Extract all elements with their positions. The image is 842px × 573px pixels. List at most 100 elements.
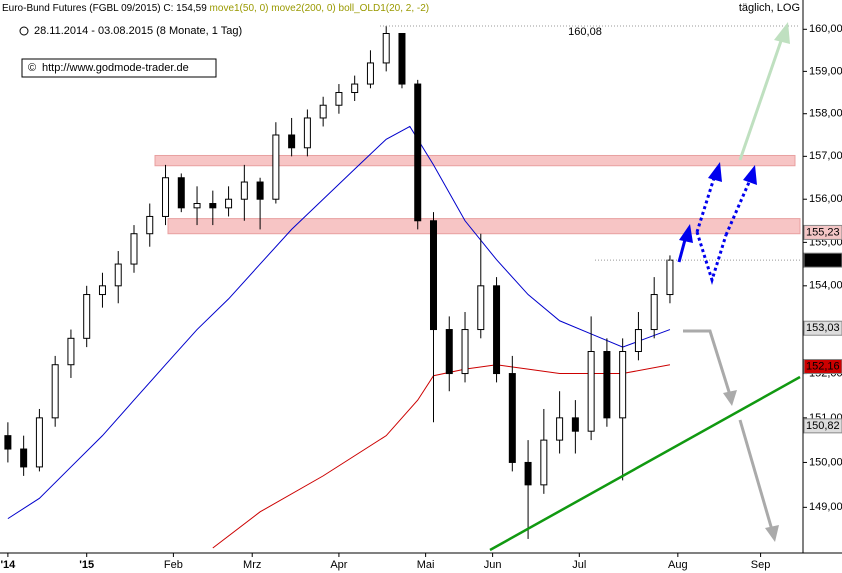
- x-tick-label: Feb: [164, 559, 183, 571]
- y-tick-label: 150,00: [809, 456, 842, 468]
- source: http://www.godmode-trader.de: [42, 62, 189, 74]
- y-tick-label: 159,00: [809, 65, 842, 77]
- candle-body: [256, 181, 264, 200]
- level-label: 153,03: [806, 322, 840, 334]
- arrowhead: [708, 162, 722, 182]
- candle-body: [225, 198, 233, 209]
- candle-body: [177, 177, 185, 209]
- candle-body: [98, 285, 106, 296]
- candle-body: [146, 215, 154, 235]
- level-box: [803, 358, 842, 374]
- candle-body: [272, 134, 280, 200]
- x-tick-label: Mai: [417, 559, 435, 571]
- candle-body: [398, 32, 406, 85]
- candle-body: [603, 351, 611, 419]
- x-tick-label: Apr: [330, 559, 347, 571]
- level-box: [803, 418, 842, 434]
- source-box: [21, 58, 217, 78]
- y-tick-label: 160,00: [809, 23, 842, 35]
- scale-label: täglich, LOG: [739, 2, 800, 14]
- candle-body: [35, 417, 43, 468]
- level-box: [803, 252, 842, 268]
- header: Euro-Bund Futures (FGBL 09/2015) C: 154,…: [2, 3, 429, 14]
- scenario-arrows: [489, 22, 801, 552]
- x-tick-label: '14: [0, 559, 16, 571]
- candle-body: [67, 337, 75, 366]
- level-box: [803, 224, 842, 240]
- candle-body: [556, 417, 564, 441]
- candle-body: [429, 220, 437, 331]
- level-box: [803, 320, 842, 336]
- level-label: 155,23: [806, 226, 840, 238]
- x-tick-label: '15: [79, 559, 94, 571]
- clock-icon: [19, 26, 29, 36]
- plot-area: [4, 25, 801, 549]
- close-label: C: 154,59: [163, 3, 207, 14]
- arrow-down: [683, 329, 732, 396]
- arrowhead: [679, 224, 693, 243]
- arrow-dotted: [724, 179, 752, 236]
- trend-line: [489, 375, 801, 552]
- candle-body: [493, 285, 501, 375]
- candle-body: [461, 329, 469, 375]
- candle-body: [351, 83, 359, 94]
- arrowhead: [743, 165, 757, 185]
- arrow-down: [738, 419, 774, 531]
- candle-body: [288, 134, 296, 149]
- resistance-zone: [167, 218, 801, 235]
- moving-average: [7, 125, 671, 520]
- candle-body: [382, 32, 390, 64]
- resistance-zone: [154, 154, 796, 167]
- candle-body: [540, 439, 548, 486]
- arrow-long-term: [738, 37, 784, 161]
- arrow-dotted: [695, 231, 728, 286]
- candle-body: [508, 373, 516, 463]
- indicator: boll_OLD1(20, 2, -2): [339, 3, 430, 14]
- candle-body: [335, 92, 343, 106]
- candle-body: [114, 263, 122, 287]
- candle-body: [319, 104, 327, 119]
- candle-body: [587, 351, 595, 432]
- candle-body: [193, 203, 201, 209]
- level-label: 152,16: [806, 360, 840, 372]
- level-label: 150,82: [806, 420, 840, 432]
- arrowhead: [765, 525, 779, 542]
- arrowhead: [723, 390, 737, 406]
- candle-body: [303, 117, 311, 149]
- level-label: 160,08: [568, 26, 602, 38]
- candle-body: [650, 294, 658, 331]
- y-tick-label: 156,00: [809, 193, 842, 205]
- x-tick-label: Sep: [751, 559, 771, 571]
- y-tick-label: 149,00: [809, 501, 842, 513]
- y-tick-label: 154,00: [809, 280, 842, 292]
- candle-body: [20, 448, 28, 468]
- candle-body: [524, 461, 532, 486]
- arrowhead: [774, 22, 790, 44]
- candle-body: [4, 435, 12, 450]
- candle-body: [634, 329, 642, 353]
- level-label: 154,59: [806, 254, 840, 266]
- indicator: move2(200, 0): [271, 3, 335, 14]
- candle-body: [414, 83, 422, 222]
- candle-body: [619, 351, 627, 419]
- subtitle: 28.11.2014 - 03.08.2015 (8 Monate, 1 Tag…: [34, 25, 242, 37]
- indicator: move1(50, 0): [210, 3, 269, 14]
- y-tick-label: 157,00: [809, 150, 842, 162]
- candle-body: [83, 294, 91, 339]
- candle-body: [477, 285, 485, 331]
- candle-body: [571, 417, 579, 432]
- x-tick-label: Mrz: [243, 559, 261, 571]
- y-tick-label: 158,00: [809, 108, 842, 120]
- candle-body: [162, 177, 170, 217]
- candle-body: [209, 203, 217, 209]
- candle-body: [666, 259, 674, 296]
- title: Euro-Bund Futures (FGBL 09/2015): [2, 3, 161, 14]
- x-tick-label: Aug: [668, 559, 688, 571]
- candle-body: [130, 233, 138, 265]
- x-tick-label: Jun: [484, 559, 502, 571]
- x-tick-label: Jul: [572, 559, 586, 571]
- copyright: ©: [28, 62, 36, 74]
- candle-body: [51, 364, 59, 419]
- candle-body: [240, 181, 248, 200]
